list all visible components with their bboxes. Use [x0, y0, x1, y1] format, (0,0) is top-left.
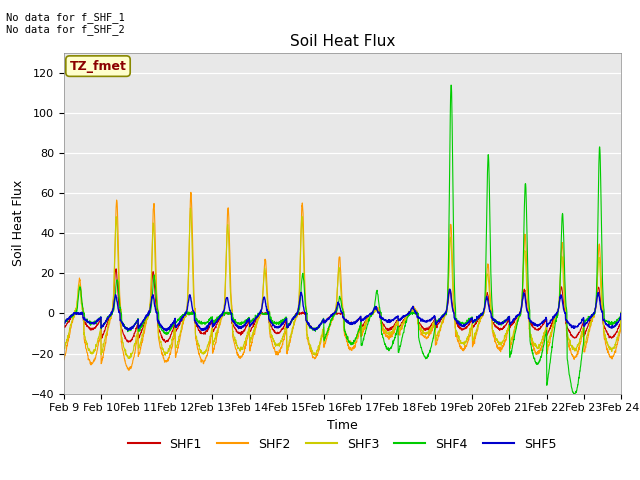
SHF1 — [617, 312, 625, 317]
SHF1 — [216, 316, 223, 322]
SHF3 — [124, 356, 132, 361]
SHF2 — [371, 308, 379, 314]
Line: SHF5: SHF5 — [64, 289, 621, 331]
SHF3 — [505, 322, 513, 328]
SHF5 — [446, 286, 454, 292]
SHF5 — [584, 319, 591, 324]
SHF4 — [60, 320, 68, 325]
SHF5 — [359, 317, 367, 323]
SHF2 — [505, 327, 513, 333]
SHF3 — [584, 333, 591, 338]
SHF4 — [617, 310, 625, 316]
SHF3 — [371, 308, 379, 313]
X-axis label: Time: Time — [327, 419, 358, 432]
SHF1 — [568, 333, 576, 338]
SHF3 — [617, 309, 625, 315]
SHF1 — [112, 266, 120, 272]
SHF1 — [359, 324, 367, 329]
Line: SHF2: SHF2 — [64, 192, 621, 370]
Line: SHF3: SHF3 — [64, 208, 621, 359]
SHF1 — [60, 324, 68, 330]
SHF5 — [371, 306, 379, 312]
SHF4 — [371, 304, 378, 310]
SHF2 — [617, 311, 625, 316]
SHF3 — [216, 321, 223, 326]
Text: No data for f_SHF_2: No data for f_SHF_2 — [6, 24, 125, 35]
SHF5 — [60, 320, 68, 326]
Text: No data for f_SHF_1: No data for f_SHF_1 — [6, 12, 125, 23]
SHF4 — [570, 393, 578, 398]
SHF5 — [216, 315, 223, 321]
SHF3 — [60, 346, 68, 352]
SHF2 — [584, 337, 591, 343]
SHF3 — [359, 326, 367, 332]
SHF1 — [584, 324, 591, 330]
SHF2 — [216, 323, 223, 328]
SHF4 — [568, 385, 575, 391]
SHF4 — [504, 315, 512, 321]
Text: TZ_fmet: TZ_fmet — [70, 60, 127, 72]
Line: SHF1: SHF1 — [64, 269, 621, 342]
Legend: SHF1, SHF2, SHF3, SHF4, SHF5: SHF1, SHF2, SHF3, SHF4, SHF5 — [124, 432, 561, 456]
SHF2 — [60, 357, 68, 362]
SHF1 — [505, 318, 513, 324]
SHF2 — [125, 367, 132, 373]
SHF4 — [447, 82, 455, 88]
SHF5 — [568, 323, 576, 329]
SHF5 — [505, 314, 513, 320]
SHF5 — [617, 311, 625, 316]
SHF1 — [371, 306, 379, 312]
SHF2 — [568, 352, 576, 358]
Title: Soil Heat Flux: Soil Heat Flux — [290, 34, 395, 49]
SHF2 — [187, 190, 195, 195]
SHF2 — [359, 329, 367, 335]
SHF4 — [584, 317, 591, 323]
SHF1 — [161, 339, 169, 345]
Y-axis label: Soil Heat Flux: Soil Heat Flux — [12, 180, 25, 266]
SHF3 — [568, 343, 576, 348]
SHF4 — [216, 314, 223, 320]
SHF5 — [163, 328, 170, 334]
SHF3 — [186, 205, 194, 211]
Line: SHF4: SHF4 — [64, 85, 621, 396]
SHF4 — [358, 341, 366, 347]
